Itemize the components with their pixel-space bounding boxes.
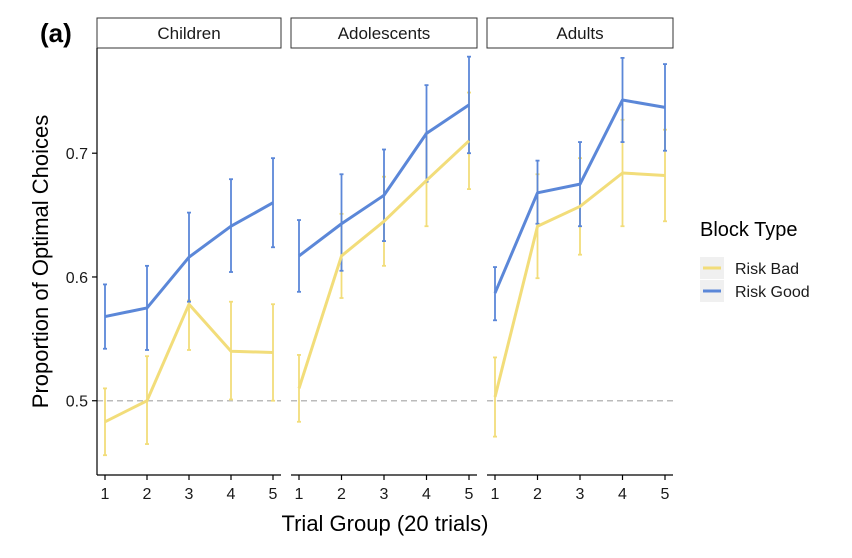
y-tick-label: 0.5 [66,394,88,411]
facet-strip [290,17,478,49]
facet-strip-label: Adolescents [338,24,431,43]
x-tick-label: 3 [380,486,389,503]
x-tick-label: 2 [533,486,542,503]
x-tick-label: 2 [337,486,346,503]
y-axis-title: Proportion of Optimal Choices [28,115,53,408]
series-line-risk-bad [297,139,471,389]
series-line-risk-good [104,201,274,319]
x-tick-label: 4 [422,486,431,503]
legend-label: Risk Good [735,284,810,301]
x-tick-label: 4 [227,486,236,503]
x-tick-label: 4 [618,486,627,503]
x-tick-label: 5 [269,486,278,503]
facet-strip-label: Children [157,24,220,43]
x-tick-label: 3 [185,486,194,503]
x-tick-label: 1 [101,486,110,503]
legend-label: Risk Bad [735,261,799,278]
x-tick-label: 2 [143,486,152,503]
x-tick-label: 3 [576,486,585,503]
facet-strip-label: Adults [556,24,603,43]
x-tick-label: 5 [661,486,670,503]
panel-label: (a) [40,18,72,48]
series-line-risk-bad [493,171,666,398]
series-line-risk-bad [104,302,274,424]
y-tick-label: 0.6 [66,270,88,287]
x-tick-label: 1 [295,486,304,503]
series-line-risk-good [493,98,666,294]
facet-strip [96,17,282,49]
x-axis-title: Trial Group (20 trials) [281,511,488,536]
y-tick-label: 0.7 [66,146,88,163]
x-tick-label: 1 [491,486,500,503]
legend-title: Block Type [700,219,797,241]
facet-strip [486,17,674,49]
series-line-risk-good [298,103,470,258]
x-tick-label: 5 [465,486,474,503]
